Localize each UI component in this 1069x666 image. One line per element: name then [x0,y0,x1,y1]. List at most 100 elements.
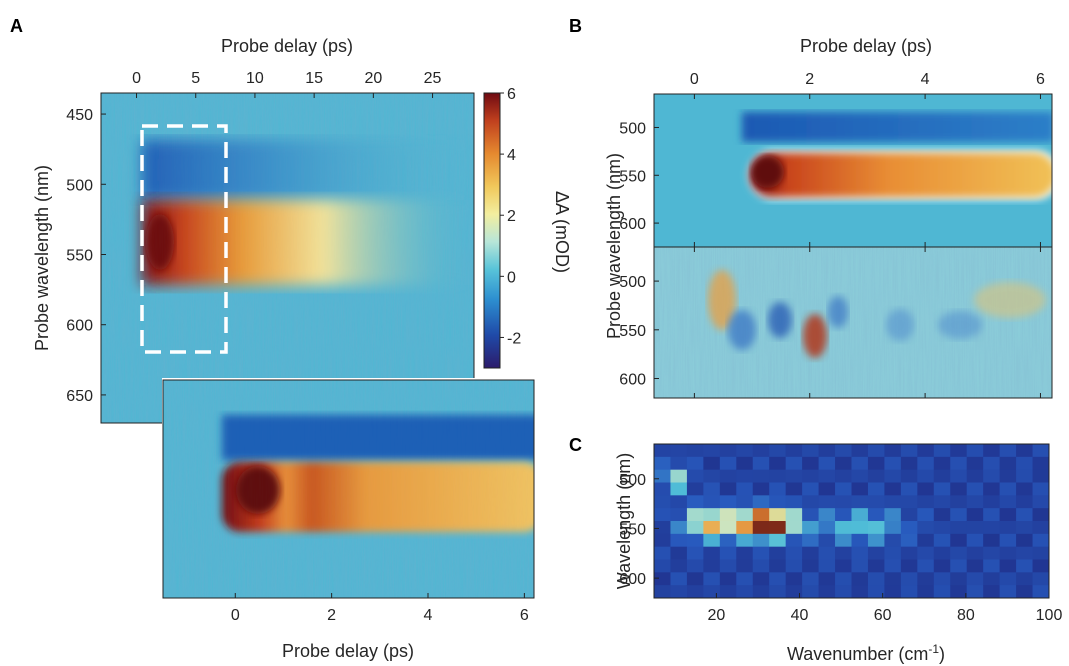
c-cell [900,521,918,535]
c-cell [769,469,787,483]
c-cell [884,521,902,535]
c-cell [802,521,820,535]
c-cell [802,456,820,471]
c-cell [686,508,704,522]
c-cell [818,508,836,522]
c-cell [703,521,721,535]
c-cell [835,546,852,560]
c-cell [1032,456,1049,471]
c-cell [867,559,885,573]
c-cell [835,559,852,573]
c-cell [966,469,984,483]
c-cell [900,469,918,483]
c-cell [785,469,803,483]
panel-c-ylabel: Wavelength (nm) [614,453,634,589]
c-xtick-label: 80 [957,607,975,624]
c-cell [769,533,787,548]
c-cell [802,585,820,598]
c-cell [999,546,1017,560]
c-cell [1032,533,1049,548]
b-bottom-ytick-label: 600 [619,372,646,389]
c-cell [785,444,803,458]
c-cell [966,444,984,458]
c-cell [818,546,836,560]
c-cell [851,482,869,496]
c-cell [785,521,803,535]
c-cell [999,559,1017,573]
c-cell [917,495,935,509]
c-cell [950,585,968,598]
inset-xtick-label: 6 [520,607,529,624]
c-cell [999,495,1017,509]
c-cell [818,456,836,471]
c-cell [703,456,721,471]
c-cell [966,495,984,509]
panel-c-axes: 20 40 60 80 100 500 550 600 [619,472,1062,624]
c-cell [999,482,1017,496]
c-cell [933,521,951,535]
panel-c-xlabel: Wavenumber (cm-1) [787,642,945,664]
c-cell [769,482,787,496]
c-cell [802,546,820,560]
c-cell [983,546,1001,560]
c-cell [950,572,968,586]
c-cell [950,559,968,573]
c-cell [966,572,984,586]
c-cell [917,559,935,573]
c-cell [719,585,737,598]
c-cell [752,456,770,471]
c-cell [1016,495,1034,509]
c-cell [917,546,935,560]
c-cell [670,521,688,535]
c-cell [835,508,852,522]
c-cell [933,469,951,483]
panel-b-bottom-frame [653,246,1053,399]
c-cell [884,456,902,471]
c-cell [654,456,671,471]
panel-a-axes: 0 5 10 15 20 25 450 500 550 600 650 [66,70,441,405]
c-cell [769,456,787,471]
c-cell [686,495,704,509]
c-cell [1016,585,1034,598]
b-xtick-label: 2 [805,71,814,88]
c-cell [1016,469,1034,483]
c-cell [1032,572,1049,586]
c-cell [769,585,787,598]
c-cell [917,508,935,522]
c-cell [785,508,803,522]
c-cell [670,456,688,471]
c-cell [999,533,1017,548]
c-cell [999,508,1017,522]
c-cell [1032,482,1049,496]
c-cell [670,508,688,522]
c-cell [867,495,885,509]
c-cell [851,495,869,509]
c-cell [654,546,671,560]
panel-a-inset-xlabel: Probe delay (ps) [282,641,414,661]
c-cell [1032,546,1049,560]
c-cell [686,546,704,560]
c-cell [933,572,951,586]
c-cell [1016,444,1034,458]
c-cell [867,482,885,496]
c-cell [851,469,869,483]
c-cell [867,585,885,598]
c-cell [785,533,803,548]
c-cell [752,585,770,598]
c-cell [851,572,869,586]
c-cell [983,508,1001,522]
a-xtick-label: 5 [191,70,200,87]
c-cell [818,482,836,496]
c-cell [851,533,869,548]
c-cell [703,585,721,598]
panel-a-inset-axes: 0 2 4 6 [231,593,529,624]
c-cell [966,456,984,471]
c-cell [884,533,902,548]
c-cell [654,521,671,535]
c-cell [686,559,704,573]
c-cell [966,482,984,496]
c-cell [785,482,803,496]
panel-a-inset-frame [162,379,535,599]
c-cell [802,469,820,483]
c-cell [884,572,902,586]
